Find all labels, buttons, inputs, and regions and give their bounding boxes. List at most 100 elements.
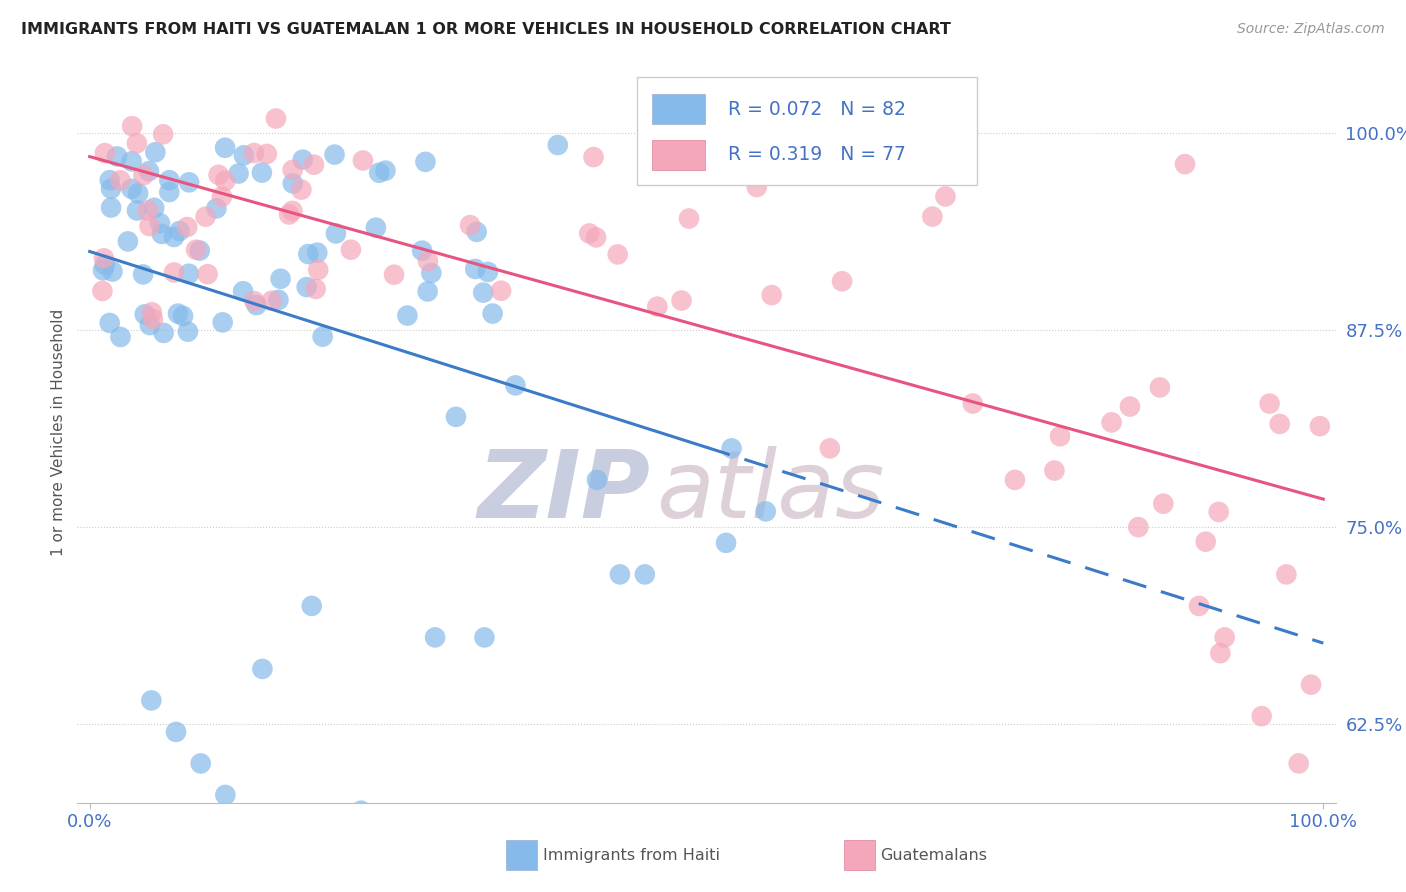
Text: R = 0.072   N = 82: R = 0.072 N = 82 <box>728 100 905 119</box>
Point <box>256 147 278 161</box>
Point <box>167 307 190 321</box>
Point <box>98 316 121 330</box>
Point <box>720 442 742 456</box>
Point <box>465 225 488 239</box>
Point <box>678 211 700 226</box>
Point <box>100 201 122 215</box>
Point <box>163 230 186 244</box>
Point <box>93 252 115 266</box>
Point <box>270 272 292 286</box>
Point <box>382 268 405 282</box>
Point <box>278 207 301 221</box>
Point <box>364 220 387 235</box>
Point <box>301 599 323 613</box>
Point <box>211 315 233 329</box>
Point <box>194 210 217 224</box>
Point <box>264 112 287 126</box>
Point <box>962 396 984 410</box>
Point <box>609 567 631 582</box>
Point <box>190 756 212 771</box>
Point <box>305 282 328 296</box>
Point <box>157 185 180 199</box>
Point <box>547 138 569 153</box>
Point <box>423 631 446 645</box>
Point <box>136 203 159 218</box>
Point <box>138 164 160 178</box>
Point <box>110 173 132 187</box>
Point <box>214 788 236 802</box>
Point <box>228 167 250 181</box>
Point <box>1250 709 1272 723</box>
Point <box>1309 419 1331 434</box>
Point <box>396 309 419 323</box>
Point <box>121 182 143 196</box>
FancyBboxPatch shape <box>652 95 706 125</box>
Point <box>474 631 496 645</box>
Point <box>145 145 167 160</box>
Point <box>481 307 503 321</box>
Point <box>831 274 853 288</box>
Point <box>290 183 312 197</box>
Point <box>243 294 266 309</box>
Point <box>98 173 121 187</box>
FancyBboxPatch shape <box>637 78 977 185</box>
Point <box>110 330 132 344</box>
Point <box>647 300 669 314</box>
Point <box>141 305 163 319</box>
Point <box>1208 505 1230 519</box>
Point <box>281 203 304 218</box>
Point <box>250 166 273 180</box>
Point <box>169 224 191 238</box>
Point <box>141 693 163 707</box>
Point <box>302 158 325 172</box>
Text: Immigrants from Haiti: Immigrants from Haiti <box>543 848 720 863</box>
Point <box>252 662 274 676</box>
Point <box>323 147 346 161</box>
Point <box>1275 567 1298 582</box>
Point <box>1128 520 1150 534</box>
Point <box>291 153 314 167</box>
Point <box>232 285 254 299</box>
Point <box>105 149 128 163</box>
FancyBboxPatch shape <box>652 139 706 169</box>
Point <box>307 263 329 277</box>
Point <box>1209 646 1232 660</box>
Point <box>489 284 512 298</box>
Point <box>165 725 187 739</box>
Point <box>758 161 780 176</box>
Point <box>281 162 304 177</box>
Point <box>214 141 236 155</box>
Point <box>755 504 778 518</box>
Point <box>934 189 956 203</box>
Point <box>121 119 143 133</box>
Point <box>789 142 811 156</box>
Point <box>1195 534 1218 549</box>
Point <box>1299 678 1322 692</box>
Point <box>91 263 114 277</box>
Point <box>352 153 374 168</box>
Point <box>100 182 122 196</box>
Point <box>177 325 200 339</box>
Text: IMMIGRANTS FROM HAITI VS GUATEMALAN 1 OR MORE VEHICLES IN HOUSEHOLD CORRELATION : IMMIGRANTS FROM HAITI VS GUATEMALAN 1 OR… <box>21 22 950 37</box>
Point <box>1119 400 1142 414</box>
Point <box>281 177 304 191</box>
Point <box>132 268 155 282</box>
Point <box>138 219 160 233</box>
Point <box>1101 416 1123 430</box>
Point <box>1174 157 1197 171</box>
Point <box>655 167 678 181</box>
Point <box>374 163 396 178</box>
Point <box>243 146 266 161</box>
Point <box>163 265 186 279</box>
Point <box>211 189 233 203</box>
Point <box>818 442 841 456</box>
Point <box>127 186 149 201</box>
Point <box>1004 473 1026 487</box>
Point <box>101 264 124 278</box>
Point <box>444 409 467 424</box>
Text: atlas: atlas <box>657 446 884 537</box>
Point <box>297 247 319 261</box>
Point <box>125 136 148 151</box>
Point <box>132 168 155 182</box>
Point <box>117 235 139 249</box>
